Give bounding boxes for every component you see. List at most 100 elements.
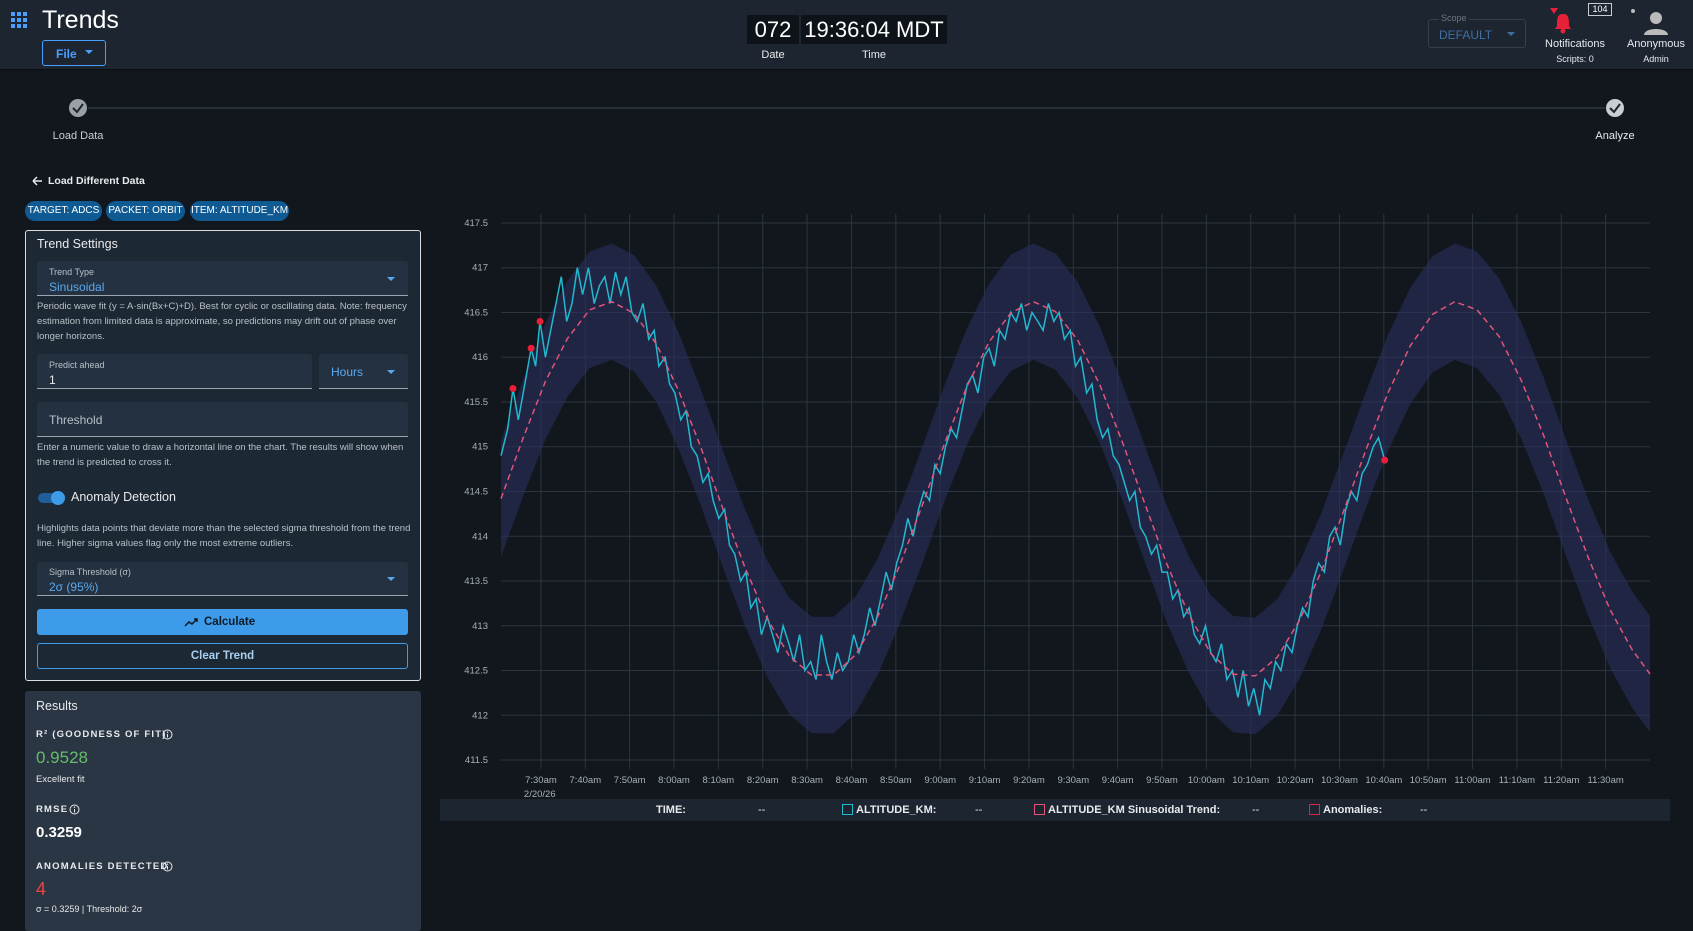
legend-swatch[interactable] [842, 804, 853, 815]
y-tick-label: 412.5 [464, 666, 488, 677]
file-button[interactable]: File [42, 40, 106, 66]
panel-title: Trend Settings [37, 237, 118, 251]
y-tick-label: 416 [472, 352, 488, 363]
clear-button[interactable]: Clear Trend [37, 643, 408, 669]
sigma-select[interactable]: Sigma Threshold (σ) 2σ (95%) [37, 562, 408, 596]
threshold-input[interactable]: Threshold [37, 402, 408, 437]
results-title: Results [36, 699, 78, 713]
confidence-band [501, 243, 1650, 735]
anomaly-point [1381, 456, 1389, 464]
chart-legend: TIME: -- ALTITUDE_KM: -- ALTITUDE_KM Sin… [440, 799, 1670, 821]
anomaly-point [536, 317, 544, 325]
x-tick-label: 11:00am [1454, 775, 1490, 786]
chip: PACKET: ORBIT [106, 201, 185, 221]
y-tick-label: 417 [472, 263, 488, 274]
step-label: Analyze [1595, 130, 1634, 142]
calculate-button[interactable]: Calculate [37, 609, 408, 635]
user-icon[interactable] [1628, 8, 1668, 36]
rmse-value: 0.3259 [36, 824, 82, 841]
x-tick-label: 10:40am [1365, 775, 1402, 786]
anomaly-toggle[interactable] [37, 490, 67, 506]
x-tick-label: 9:30am [1057, 775, 1089, 786]
y-tick-label: 413.5 [464, 576, 488, 587]
x-tick-label: 8:30am [791, 775, 823, 786]
notifications-bell[interactable] [1548, 6, 1578, 34]
caret [85, 50, 93, 54]
legend-swatch[interactable] [1034, 804, 1045, 815]
file-button-label: File [56, 47, 77, 61]
time-value: 19:36:04 MDT [801, 15, 947, 44]
caret [387, 577, 395, 581]
x-tick-label: 11:20am [1543, 775, 1579, 786]
anomaly-point [509, 385, 517, 393]
anomaly-point [527, 344, 535, 352]
time-label: Time [861, 49, 887, 61]
legend-label: Anomalies: [1323, 804, 1383, 816]
y-tick-label: 417.5 [464, 218, 488, 229]
x-date-label: 2/20/26 [524, 789, 556, 797]
data-line [500, 267, 1386, 716]
x-tick-label: 10:20am [1277, 775, 1314, 786]
info-icon[interactable] [69, 804, 80, 815]
legend-swatch[interactable] [1309, 804, 1320, 815]
scope-label: Scope [1439, 13, 1469, 23]
unit-select[interactable]: Hours [319, 354, 408, 389]
x-tick-label: 10:10am [1232, 775, 1269, 786]
legend-label: ALTITUDE_KM: [856, 804, 937, 816]
back-link[interactable]: Load Different Data [48, 175, 145, 187]
metric-label: ANOMALIES DETECTED [36, 861, 169, 872]
x-tick-label: 8:50am [880, 775, 912, 786]
app-title: Trends [42, 6, 119, 34]
metric-note: σ = 0.3259 | Threshold: 2σ [36, 904, 143, 914]
anomalies-value: 4 [36, 879, 47, 899]
date-label: Date [761, 49, 785, 61]
apps-icon[interactable] [11, 12, 28, 29]
y-tick-label: 415.5 [464, 397, 488, 408]
y-tick-label: 415 [472, 442, 488, 453]
x-tick-label: 9:50am [1146, 775, 1178, 786]
trend-settings-panel [25, 230, 421, 681]
back-arrow[interactable] [32, 176, 44, 186]
x-tick-label: 9:00am [924, 775, 956, 786]
toggle-label: Anomaly Detection [71, 490, 176, 504]
legend-label: TIME: [656, 804, 686, 816]
step-label: Load Data [53, 130, 105, 142]
caret [387, 277, 395, 281]
info-icon[interactable] [162, 861, 173, 872]
help-text: Enter a numeric value to draw a horizont… [37, 442, 404, 468]
y-tick-label: 416.5 [464, 307, 488, 318]
predict-input[interactable]: Predict ahead 1 [37, 354, 312, 389]
results-panel [25, 691, 421, 931]
trend-type-select[interactable]: Trend Type Sinusoidal [37, 261, 408, 296]
scope-select[interactable]: Scope DEFAULT [1428, 13, 1526, 48]
y-tick-label: 414 [472, 531, 488, 542]
user-role: Admin [1643, 54, 1669, 64]
metric-label: RMSE [36, 804, 69, 815]
help-text: Highlights data points that deviate more… [37, 523, 411, 549]
notification-count: 104 [1588, 3, 1612, 16]
x-tick-label: 8:20am [747, 775, 779, 786]
field-label: Sigma Threshold (σ) [49, 567, 131, 577]
legend-readout: -- [975, 804, 983, 816]
x-tick-label: 9:20am [1013, 775, 1045, 786]
trend-chart: 411.5 412 412.5 413 413.5 414 414.5 415 415.5 416… [464, 214, 1651, 797]
trend-line [500, 300, 1651, 677]
help-text: Periodic wave fit (y = A·sin(Bx+C)+D). B… [37, 301, 407, 342]
x-tick-label: 9:40am [1102, 775, 1134, 786]
user-name: Anonymous [1626, 38, 1686, 50]
x-tick-label: 8:00am [658, 775, 690, 786]
scripts-label: Scripts: 0 [1556, 54, 1594, 64]
legend-readout: -- [758, 804, 766, 816]
info-icon[interactable] [162, 729, 173, 740]
app-header: Trends File 072 Date 19:36:04 MDT Time S… [0, 0, 1693, 70]
x-tick-label: 7:50am [614, 775, 646, 786]
x-tick-label: 11:10am [1499, 775, 1535, 786]
x-tick-label: 9:10am [969, 775, 1001, 786]
button-label: Calculate [204, 616, 256, 628]
x-tick-label: 10:00am [1188, 775, 1225, 786]
x-tick-label: 10:30am [1321, 775, 1358, 786]
y-tick-label: 414.5 [464, 487, 488, 498]
field-label: Predict ahead [49, 360, 105, 370]
x-tick-label: 11:30am [1588, 775, 1624, 786]
date-value: 072 [747, 15, 799, 44]
